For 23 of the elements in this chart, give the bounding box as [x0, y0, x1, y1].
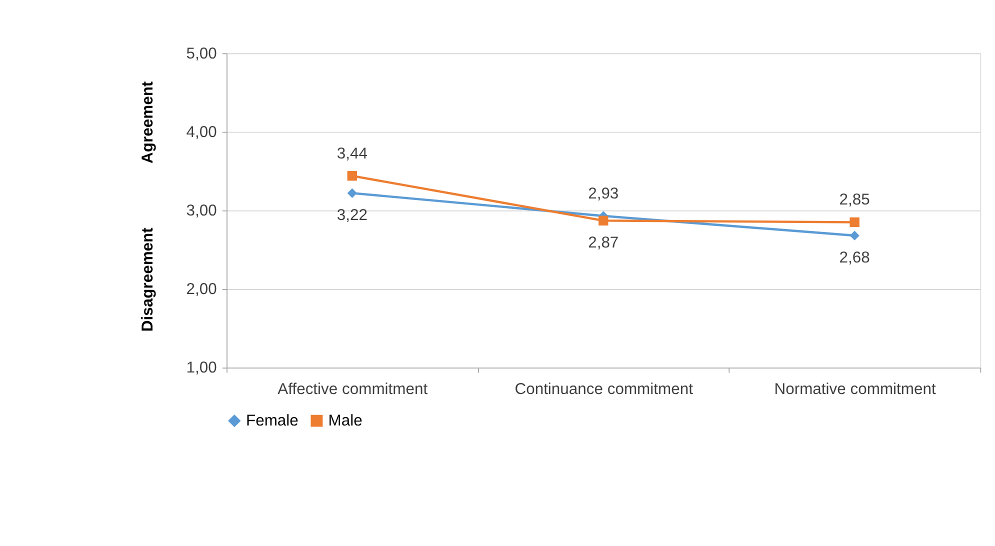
y-tick-label: 1,00: [186, 360, 218, 377]
point: [850, 217, 860, 228]
y-tick-label: 4,00: [186, 124, 218, 141]
data-label: 2,93: [588, 185, 619, 202]
data-label: 2,87: [588, 234, 619, 252]
y-tick-label: 5,00: [186, 45, 218, 62]
point: [850, 230, 860, 240]
point: [347, 188, 358, 198]
point: [598, 216, 608, 226]
data-label: 2,85: [839, 192, 870, 209]
x-tick-label: Normative commitment: [774, 380, 936, 398]
y-tick-label: 2,00: [186, 281, 218, 298]
y-tick-label: 3,00: [186, 202, 218, 220]
data-label: 2,68: [839, 249, 870, 266]
legend-label: Male: [328, 412, 363, 430]
legend-label: Female: [246, 412, 299, 430]
text: Disagreement: [140, 226, 157, 332]
text: Agreement: [140, 80, 157, 164]
x-tick-label: Continuance commitment: [514, 380, 694, 398]
data-label: 3,44: [336, 145, 368, 162]
point: [347, 170, 358, 181]
data-label: 3,22: [336, 206, 368, 224]
x-tick-label: Affective commitment: [278, 380, 428, 398]
